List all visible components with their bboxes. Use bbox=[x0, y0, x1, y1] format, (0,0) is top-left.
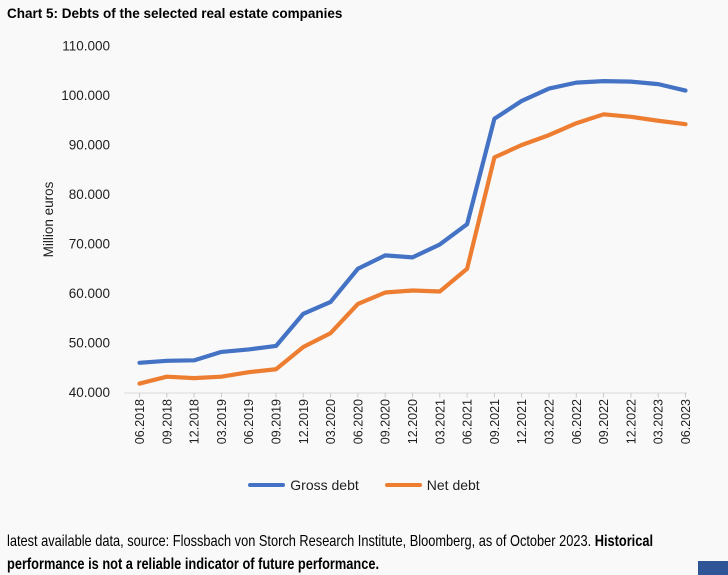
y-tick-label: 90.000 bbox=[69, 138, 110, 153]
legend-swatch-gross-debt bbox=[248, 482, 286, 488]
x-axis-ticks bbox=[139, 393, 686, 398]
legend-label-net-debt: Net debt bbox=[426, 477, 480, 493]
x-tick-label: 12.2022 bbox=[624, 399, 638, 444]
x-tick-label: 06.2019 bbox=[242, 399, 256, 444]
legend-item-net-debt: Net debt bbox=[384, 477, 480, 493]
chart-legend: Gross debt Net debt bbox=[0, 477, 728, 493]
debt-line-chart: 40.000 50.000 60.000 70.000 80.000 90.000 100.… bbox=[41, 39, 693, 445]
x-tick-label: 12.2018 bbox=[188, 399, 202, 444]
legend-swatch-net-debt bbox=[384, 482, 422, 488]
y-tick-label: 100.000 bbox=[61, 88, 110, 103]
y-tick-label: 60.000 bbox=[69, 286, 110, 301]
y-axis-labels: 40.000 50.000 60.000 70.000 80.000 90.000 100.… bbox=[61, 39, 110, 401]
y-tick-label: 70.000 bbox=[69, 237, 110, 252]
y-tick-label: 50.000 bbox=[69, 336, 110, 351]
legend-label-gross-debt: Gross debt bbox=[290, 477, 359, 493]
x-tick-label: 03.2020 bbox=[324, 399, 338, 444]
series-line-net-debt bbox=[137, 112, 688, 386]
caption-bold-line1: Historical bbox=[594, 533, 654, 550]
x-tick-label: 03.2022 bbox=[543, 399, 557, 444]
y-axis-title: Million euros bbox=[41, 181, 56, 257]
x-tick-label: 09.2021 bbox=[488, 399, 502, 444]
x-tick-label: 06.2022 bbox=[570, 399, 584, 444]
y-tick-label: 80.000 bbox=[69, 187, 110, 202]
caption-text: latest available data, source: Flossbach… bbox=[7, 533, 595, 550]
x-tick-label: 09.2022 bbox=[597, 399, 611, 444]
x-tick-label: 06.2021 bbox=[461, 399, 475, 444]
legend-item-gross-debt: Gross debt bbox=[248, 477, 359, 493]
y-tick-label: 40.000 bbox=[69, 385, 110, 400]
x-tick-label: 06.2020 bbox=[351, 399, 365, 444]
corner-accent-block bbox=[698, 561, 728, 575]
x-tick-label: 12.2021 bbox=[515, 399, 529, 444]
x-tick-label: 12.2020 bbox=[406, 399, 420, 444]
x-tick-label: 06.2018 bbox=[133, 399, 147, 444]
x-tick-label: 09.2018 bbox=[160, 399, 174, 444]
x-tick-label: 12.2019 bbox=[297, 399, 311, 444]
series-line-gross-debt bbox=[137, 79, 688, 365]
x-tick-label: 03.2021 bbox=[433, 399, 447, 444]
x-tick-label: 03.2019 bbox=[215, 399, 229, 444]
x-tick-label: 09.2020 bbox=[379, 399, 393, 444]
caption-bold-line2: performance is not a reliable indicator … bbox=[7, 556, 379, 573]
x-axis-labels: 06.2018 09.2018 12.2018 03.2019 06.2019 09.20… bbox=[133, 399, 693, 444]
x-tick-label: 06.2023 bbox=[679, 399, 693, 444]
chart-title: Chart 5: Debts of the selected real esta… bbox=[7, 6, 343, 21]
source-caption: latest available data, source: Flossbach… bbox=[7, 530, 727, 575]
x-tick-label: 09.2019 bbox=[270, 399, 284, 444]
x-tick-label: 03.2023 bbox=[652, 399, 666, 444]
y-tick-label: 110.000 bbox=[62, 39, 110, 54]
